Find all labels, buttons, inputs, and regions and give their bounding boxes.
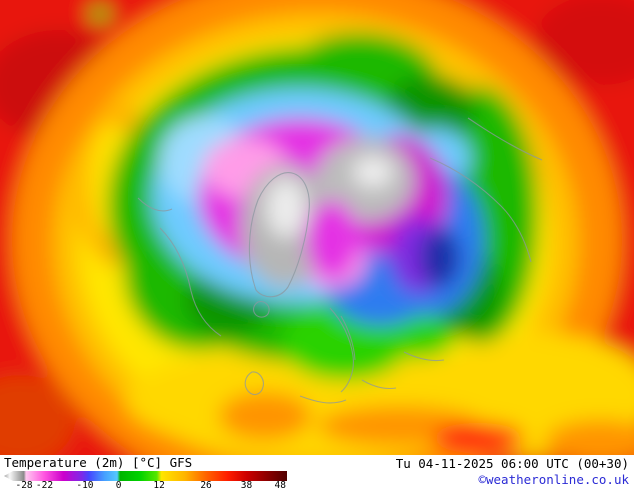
map-title: Temperature (2m) [°C] GFS [4, 456, 304, 470]
colorbar-tick: 48 [274, 480, 286, 490]
temperature-map [0, 0, 634, 455]
colorbar [4, 471, 287, 481]
temperature-field [0, 0, 634, 455]
copyright-link[interactable]: ©weatheronline.co.uk [478, 472, 629, 487]
colorbar-ticks: -28 -22 -10 0 12 26 38 48 [4, 481, 287, 490]
temperature-field-svg [0, 0, 634, 455]
legend-title: Temperature (2m) [4, 455, 125, 470]
colorbar-tick: 38 [240, 480, 253, 490]
colorbar-tick: -10 [76, 480, 94, 490]
legend-unit: [°C] [131, 455, 163, 470]
colorbar-tick: -28 [15, 480, 33, 490]
colorbar-tick: 26 [200, 480, 212, 490]
colorbar-tick: 0 [115, 480, 122, 490]
colorbar-tick: -22 [35, 480, 54, 490]
colorbar-tick: 12 [153, 480, 165, 490]
coastlines [137, 117, 543, 404]
legend-right: Tu 04-11-2025 06:00 UTC (00+30) ©weather… [396, 456, 629, 488]
legend-bar: Temperature (2m) [°C] GFS -28 -22 -10 0 12 26… [0, 455, 634, 490]
legend-model: GFS [169, 455, 193, 470]
legend-left: Temperature (2m) [°C] GFS -28 -22 -10 0 12 26… [4, 456, 304, 490]
datetime-label: Tu 04-11-2025 06:00 UTC (00+30) [395, 456, 629, 471]
